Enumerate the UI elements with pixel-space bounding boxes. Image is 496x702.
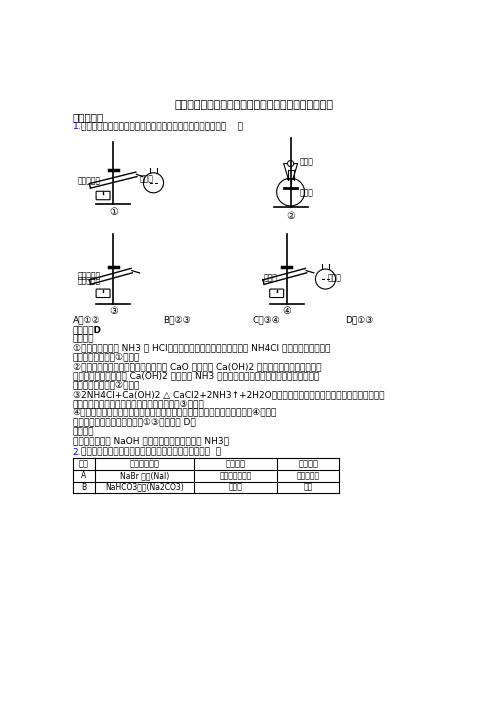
Text: 【详解】: 【详解】 [73,334,94,343]
Text: D．①③: D．①③ [345,315,373,324]
Circle shape [288,161,294,166]
Text: C．③④: C．③④ [252,315,281,324]
Text: 综上所述，不能制取氨气的是①③，应当选 D。: 综上所述，不能制取氨气的是①③，应当选 D。 [73,418,195,427]
Text: 江苏省宿豫中学高一第二学期第二次质量检测化学试卷: 江苏省宿豫中学高一第二学期第二次质量检测化学试卷 [175,100,334,110]
Text: 1.: 1. [73,122,81,131]
Circle shape [143,173,164,193]
Text: 碱石灰: 碱石灰 [139,174,153,183]
Text: 被提纯的物质: 被提纯的物质 [129,460,159,469]
Text: ④浓氨水受热分解生成氨气，通过碱石灰吸收水蒸气后可以得到氨气，方案④正确。: ④浓氨水受热分解生成氨气，通过碱石灰吸收水蒸气后可以得到氨气，方案④正确。 [73,409,277,418]
Text: 氯化铵固体: 氯化铵固体 [77,177,101,185]
Text: 浓氨水: 浓氨水 [300,157,314,166]
Text: 与之相似，利用 NaOH 固体或碱石灰也可以制备 NH3。: 与之相似，利用 NaOH 固体或碱石灰也可以制备 NH3。 [73,436,229,445]
Text: 下列除去括号内的杂质所选的试剂及方法均正确的是（  ）: 下列除去括号内的杂质所选的试剂及方法均正确的是（ ） [81,448,222,457]
Polygon shape [284,164,298,179]
Text: ④: ④ [282,306,291,316]
Text: 萃取、分液: 萃取、分液 [297,471,320,480]
FancyBboxPatch shape [96,191,110,200]
Text: 氯水、四氯化碳: 氯水、四氯化碳 [219,471,252,480]
FancyBboxPatch shape [270,289,284,298]
Text: 氯化铵固体: 氯化铵固体 [77,277,101,286]
Circle shape [315,269,336,289]
Circle shape [277,178,305,206]
Text: 石灰水: 石灰水 [229,483,243,492]
Text: A: A [81,471,86,480]
Text: NaHCO3溶液(Na2CO3): NaHCO3溶液(Na2CO3) [105,483,184,492]
Text: 过滤: 过滤 [304,483,313,492]
FancyBboxPatch shape [96,289,110,298]
Text: ①氯化铵分解产生 NH3 和 HCl，气体在试管口降温后又化合生成 NH4Cl 甚至会堵塞，试管发: ①氯化铵分解产生 NH3 和 HCl，气体在试管口降温后又化合生成 NH4Cl … [73,344,330,352]
Text: ②: ② [286,211,295,221]
Text: ③: ③ [109,306,118,316]
Text: 生危险，所以方案①错误；: 生危险，所以方案①错误； [73,353,140,362]
Text: 【答案】D: 【答案】D [73,325,102,334]
Text: 氧化钙: 氧化钙 [300,188,314,197]
Text: 序号: 序号 [79,460,89,469]
Text: 一、选择题: 一、选择题 [73,112,104,122]
Text: 2.: 2. [73,448,81,457]
Text: 浓氨水: 浓氨水 [263,273,277,282]
Text: 成氨气，因此方案②正确；: 成氨气，因此方案②正确； [73,380,140,390]
Text: A．①②: A．①② [73,315,101,324]
Text: ①: ① [109,207,118,218]
Text: ②浓氨水遇到氧化钙后，溶液中的水与 CaO 反应生成 Ca(OH)2 而消耗，反应同时放热使混: ②浓氨水遇到氧化钙后，溶液中的水与 CaO 反应生成 Ca(OH)2 而消耗，反… [73,362,321,371]
Text: 下面是实验室制取氨气的装置和选用的试剂，其中错误的是（    ）: 下面是实验室制取氨气的装置和选用的试剂，其中错误的是（ ） [81,122,244,131]
Text: 合物温度升高，得到的 Ca(OH)2 可以降低 NH3 在水中的溶解度，这些都会促使氨水挥发生: 合物温度升高，得到的 Ca(OH)2 可以降低 NH3 在水中的溶解度，这些都会… [73,371,319,380]
Text: 【点睛】: 【点睛】 [73,427,94,436]
Text: 碱石灰: 碱石灰 [328,273,342,282]
Text: B．②③: B．②③ [163,315,190,324]
Text: 蒸气冷凝回流到试管中使试管炸裂，因此方案③错误；: 蒸气冷凝回流到试管中使试管炸裂，因此方案③错误； [73,399,204,408]
Text: NaBr 溶液(NaI): NaBr 溶液(NaI) [120,471,169,480]
Text: 氢氧化钙和: 氢氧化钙和 [77,272,101,280]
Text: ③2NH4Cl+Ca(OH)2 △ CaCl2+2NH3↑+2H2O，但是制备装置的试管口要略向下倾斜，防止水: ③2NH4Cl+Ca(OH)2 △ CaCl2+2NH3↑+2H2O，但是制备装… [73,390,384,399]
Text: 分离方法: 分离方法 [299,460,318,469]
Text: 加入试剂: 加入试剂 [226,460,246,469]
Text: B: B [81,483,86,492]
